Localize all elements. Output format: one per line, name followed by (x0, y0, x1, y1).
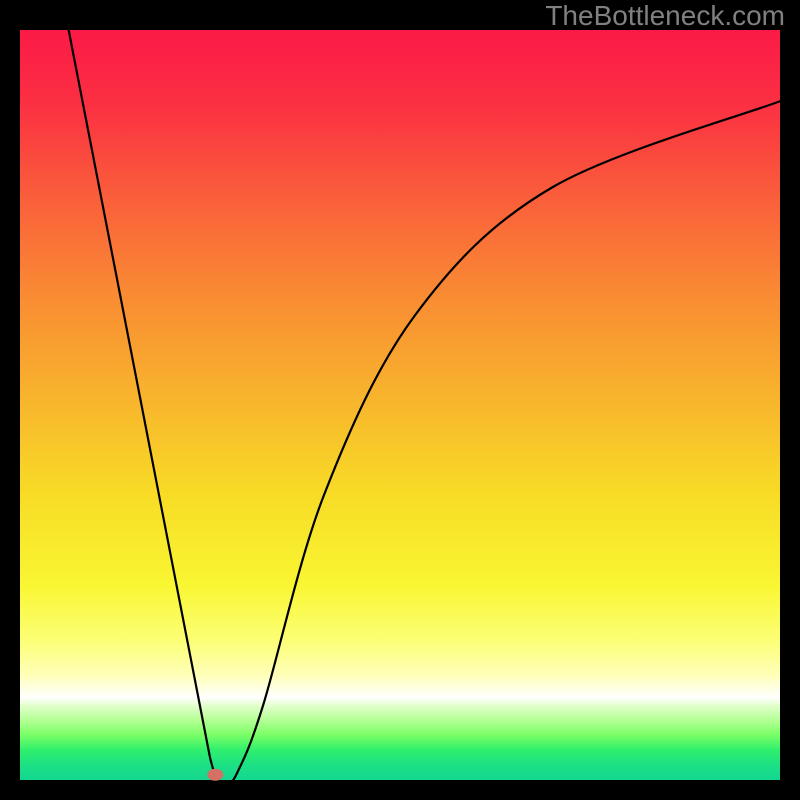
chart-container: TheBottleneck.com (0, 0, 800, 800)
watermark-text: TheBottleneck.com (545, 0, 785, 32)
optimal-point-marker (207, 769, 223, 781)
plot-area (20, 30, 780, 780)
chart-svg (0, 0, 800, 800)
